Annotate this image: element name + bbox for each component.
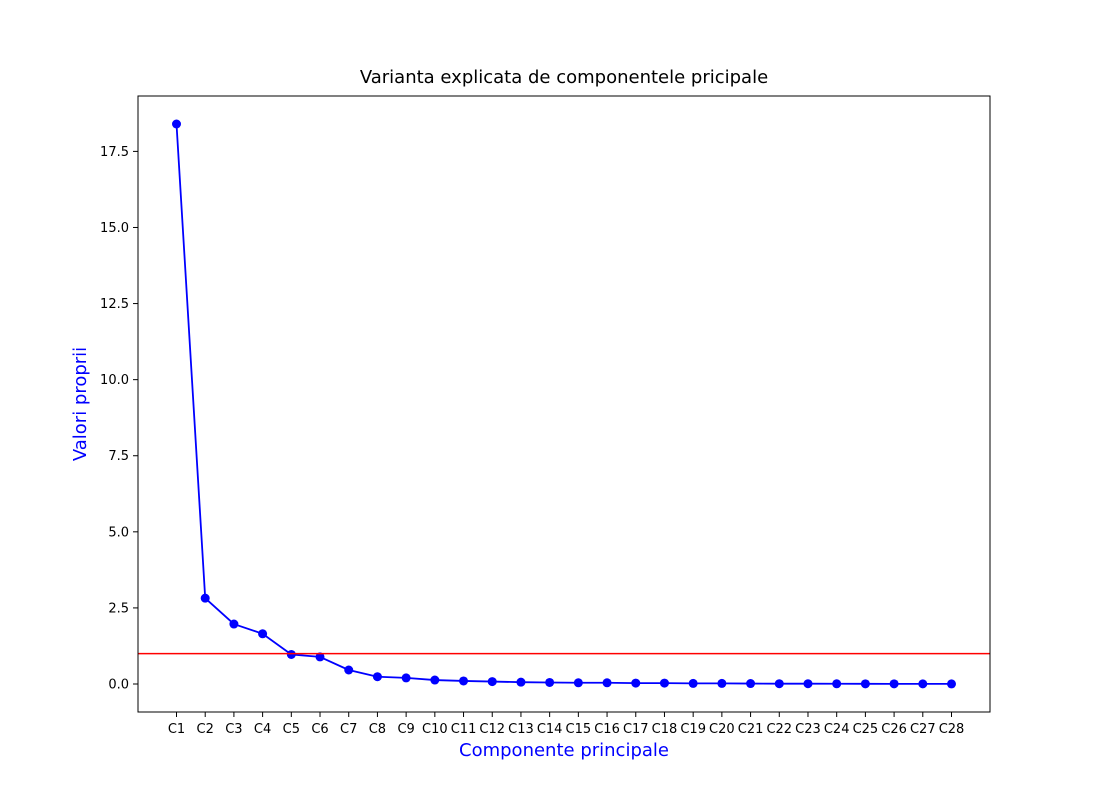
- data-point: [172, 119, 181, 129]
- chart-title: Varianta explicata de componentele prici…: [360, 67, 768, 88]
- data-point: [602, 678, 612, 688]
- x-tick-label: C3: [225, 722, 242, 737]
- plot-frame: [137, 95, 991, 713]
- data-point: [229, 619, 239, 629]
- y-tick-label: 0.0: [108, 678, 129, 693]
- x-tick-label: C2: [197, 722, 214, 737]
- data-point: [487, 677, 497, 687]
- data-point: [258, 629, 268, 639]
- x-tick-label: C23: [795, 722, 821, 737]
- data-point: [860, 679, 870, 689]
- y-tick-label: 2.5: [108, 601, 129, 616]
- data-point: [889, 679, 899, 689]
- x-tick-label: C18: [652, 722, 678, 737]
- x-axis-label: Componente principale: [459, 740, 669, 761]
- x-tick-label: C26: [881, 722, 907, 737]
- data-point: [918, 679, 928, 689]
- data-point: [430, 675, 440, 685]
- x-tick-label: C8: [369, 722, 386, 737]
- x-tick-label: C14: [537, 722, 563, 737]
- data-point: [545, 677, 555, 687]
- data-point: [401, 673, 411, 683]
- x-tick-label: C20: [709, 722, 735, 737]
- y-tick-label: 15.0: [100, 221, 129, 236]
- x-tick-label: C6: [311, 722, 328, 737]
- y-tick-label: 10.0: [100, 373, 129, 388]
- x-tick-label: C1: [168, 722, 185, 737]
- data-point: [200, 593, 210, 603]
- x-tick-label: C24: [824, 722, 850, 737]
- x-tick-label: C27: [910, 722, 936, 737]
- x-tick-label: C4: [254, 722, 271, 737]
- data-point: [832, 679, 842, 689]
- plot-area: 0.0 2.5 5.0 7.5 10.0 12.5 15.0 17.5 C1 C2 C3 C4 C5 C6…: [100, 95, 991, 737]
- series-line: [175, 123, 952, 685]
- data-point: [459, 676, 469, 686]
- x-tick-label: C11: [451, 722, 477, 737]
- data-point: [688, 678, 698, 688]
- x-tick-label: C22: [766, 722, 792, 737]
- y-axis-label: Valori proprii: [70, 347, 91, 461]
- y-tick-label: 12.5: [100, 297, 129, 312]
- data-point: [803, 679, 813, 689]
- x-tick-label: C7: [340, 722, 357, 737]
- data-point: [659, 678, 669, 688]
- x-tick-label: C9: [397, 722, 414, 737]
- x-tick-label: C10: [422, 722, 448, 737]
- x-tick-label: C28: [939, 722, 965, 737]
- data-point: [286, 649, 296, 659]
- data-point: [631, 678, 641, 688]
- y-tick-label: 17.5: [100, 145, 129, 160]
- data-point: [516, 677, 526, 687]
- x-tick-label: C16: [594, 722, 620, 737]
- data-point: [774, 679, 784, 689]
- y-tick-label: 7.5: [108, 449, 129, 464]
- x-tick-label: C13: [508, 722, 534, 737]
- data-point: [315, 652, 325, 662]
- data-point: [947, 679, 956, 689]
- data-point: [746, 679, 756, 689]
- data-point: [372, 672, 382, 682]
- x-tick-label: C25: [853, 722, 879, 737]
- y-tick-label: 5.0: [108, 525, 129, 540]
- data-point: [573, 678, 583, 688]
- x-tick-label: C12: [479, 722, 505, 737]
- data-point: [344, 665, 354, 675]
- x-tick-label: C19: [680, 722, 706, 737]
- x-tick-label: C17: [623, 722, 649, 737]
- data-point: [717, 678, 727, 688]
- x-tick-label: C5: [283, 722, 300, 737]
- x-tick-label: C21: [738, 722, 764, 737]
- x-tick-label: C15: [566, 722, 592, 737]
